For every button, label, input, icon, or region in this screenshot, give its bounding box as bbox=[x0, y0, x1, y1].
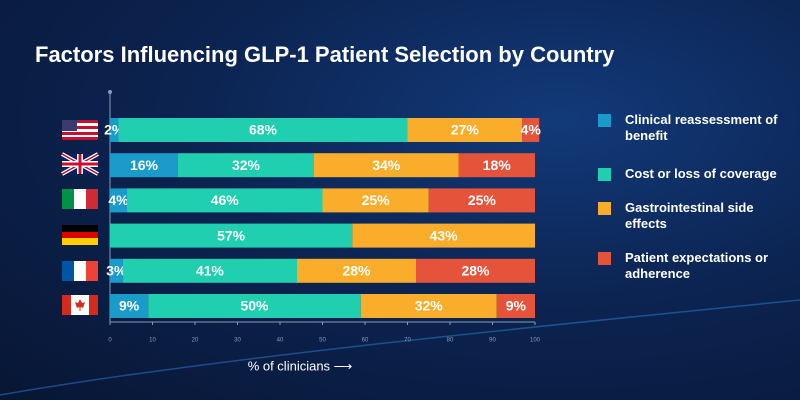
x-tick-label: 30 bbox=[234, 338, 241, 344]
data-label: 28% bbox=[461, 263, 490, 279]
flag-germany bbox=[62, 225, 98, 245]
data-label: 9% bbox=[119, 298, 140, 314]
x-tick-label: 0 bbox=[108, 338, 112, 344]
flag-france bbox=[62, 261, 98, 281]
data-label: 57% bbox=[217, 227, 246, 243]
bar-segment bbox=[110, 223, 353, 248]
x-tick-label: 70 bbox=[404, 338, 411, 344]
data-label: 32% bbox=[415, 298, 444, 314]
bar-segment bbox=[110, 118, 119, 142]
bar-segment bbox=[522, 118, 540, 142]
legend-swatch bbox=[598, 168, 611, 181]
bar-segment bbox=[314, 153, 459, 178]
flag-us bbox=[62, 120, 98, 140]
x-tick-label: 90 bbox=[489, 338, 496, 344]
bar-segment bbox=[110, 153, 178, 178]
x-tick-label: 80 bbox=[447, 338, 454, 344]
flag-canada bbox=[62, 295, 98, 315]
bar-segment bbox=[496, 294, 535, 318]
x-tick-label: 50 bbox=[319, 338, 326, 344]
bar-segment bbox=[118, 118, 408, 142]
bar-segment bbox=[322, 188, 429, 213]
data-label: 28% bbox=[342, 263, 371, 279]
x-tick-label: 20 bbox=[192, 338, 199, 344]
x-tick-label: 60 bbox=[362, 338, 369, 344]
bar-segment bbox=[458, 153, 535, 178]
data-label: 25% bbox=[362, 192, 391, 208]
legend-label: Gastrointestinal side effects bbox=[625, 200, 754, 231]
data-label: 32% bbox=[232, 157, 261, 173]
flags bbox=[61, 120, 99, 315]
x-tick-label: 10 bbox=[149, 338, 156, 344]
bar-segment bbox=[297, 258, 416, 283]
data-label: 41% bbox=[196, 263, 225, 279]
bar-segment bbox=[416, 258, 535, 283]
data-label: 50% bbox=[240, 298, 269, 314]
bar-segment bbox=[407, 118, 523, 142]
legend-label: Clinical reassessment of benefit bbox=[625, 112, 778, 143]
legend-label: Cost or loss of coverage bbox=[625, 166, 777, 181]
data-label: 34% bbox=[372, 157, 401, 173]
legend-swatch bbox=[598, 114, 611, 127]
flag-italy bbox=[62, 189, 98, 209]
data-label: 27% bbox=[451, 122, 480, 138]
bar-segment bbox=[352, 223, 535, 248]
bar-segment bbox=[428, 188, 535, 213]
bar-segment bbox=[122, 258, 297, 283]
bar-segment bbox=[360, 294, 497, 318]
bar-segment bbox=[110, 188, 127, 213]
bar-segment bbox=[110, 294, 149, 318]
x-axis-label: % of clinicians ⟶ bbox=[248, 358, 353, 373]
bar-segment bbox=[110, 258, 123, 283]
data-label: 18% bbox=[483, 157, 512, 173]
data-label: 68% bbox=[249, 122, 278, 138]
data-label: 43% bbox=[430, 227, 459, 243]
bar-segment bbox=[127, 188, 323, 213]
data-label: 25% bbox=[468, 192, 497, 208]
data-label: 46% bbox=[211, 192, 240, 208]
data-label: 4% bbox=[521, 122, 542, 138]
flag-uk bbox=[61, 152, 99, 176]
legend-swatch bbox=[598, 252, 611, 265]
legend-label: Patient expectations or adherence bbox=[625, 250, 769, 281]
data-label: 3% bbox=[106, 263, 127, 279]
data-label: 9% bbox=[506, 298, 527, 314]
bar-segment bbox=[148, 294, 361, 318]
chart-title: Factors Influencing GLP-1 Patient Select… bbox=[35, 42, 615, 67]
data-label: 16% bbox=[130, 157, 159, 173]
axis-dot bbox=[108, 90, 112, 94]
data-label: 4% bbox=[108, 192, 129, 208]
legend-swatch bbox=[598, 202, 611, 215]
decor-curve bbox=[0, 299, 800, 396]
bar-segment bbox=[178, 153, 314, 178]
x-tick-label: 100 bbox=[530, 338, 541, 344]
x-tick-label: 40 bbox=[277, 338, 284, 344]
